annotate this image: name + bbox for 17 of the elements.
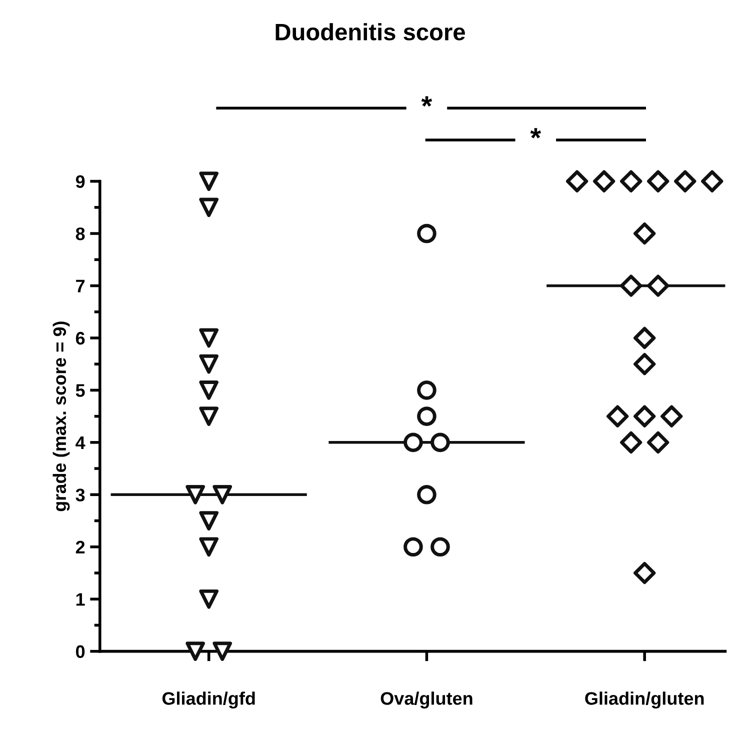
y-tick-label: 7 <box>76 280 85 292</box>
x-tick-label: Ova/gluten <box>380 692 472 709</box>
text: * <box>421 96 432 107</box>
y-tick-label: 8 <box>76 227 85 240</box>
y-tick-label: 5 <box>76 384 85 397</box>
y-tick-label: 4 <box>76 436 86 449</box>
text: * <box>530 128 542 138</box>
x-tick-label: Gliadin/gluten <box>585 692 704 709</box>
y-tick-label: 2 <box>76 540 85 554</box>
x-tick-label: Gliadin/gfd <box>162 692 255 709</box>
y-tick-label: 3 <box>76 488 85 502</box>
y-tick-label: 9 <box>76 175 85 188</box>
y-tick-label: 6 <box>76 332 85 345</box>
y-tick-label: 0 <box>76 645 85 658</box>
y-tick-label: 1 <box>76 593 85 606</box>
y-axis-title: grade (max. score = 9) <box>52 322 70 512</box>
chart-title: Duodenitis score <box>276 23 465 40</box>
